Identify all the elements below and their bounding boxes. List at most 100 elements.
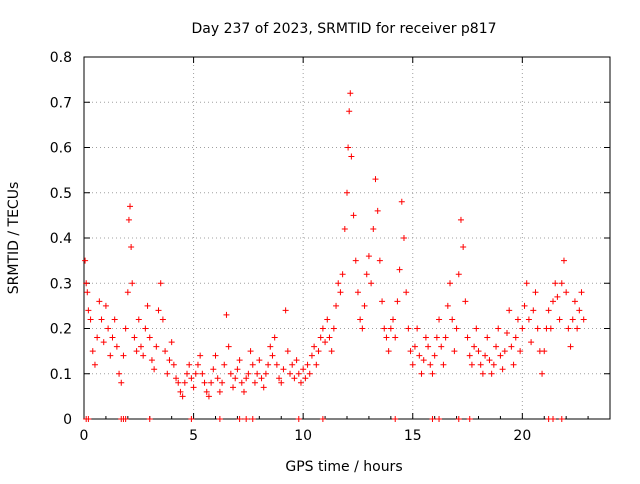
data-point <box>339 271 346 278</box>
data-point <box>83 280 90 287</box>
data-point <box>523 280 530 287</box>
chart-title: Day 237 of 2023, SRMTID for receiver p81… <box>191 21 496 37</box>
data-point <box>479 370 486 377</box>
x-tick-label: 15 <box>404 428 422 444</box>
data-point <box>416 352 423 359</box>
data-point <box>392 334 399 341</box>
data-point <box>341 225 348 232</box>
zero-data-point <box>550 416 557 422</box>
data-point <box>254 370 261 377</box>
data-point <box>131 334 138 341</box>
data-point <box>534 325 541 332</box>
ticks: 0 5 10 15 20 0 0.1 0.2 0.3 0.4 0.5 0.6 0.7 0.8 <box>50 50 610 444</box>
zero-data-point <box>249 416 256 422</box>
data-point <box>354 289 361 296</box>
data-point <box>313 361 320 368</box>
data-point <box>484 334 491 341</box>
data-point <box>473 325 480 332</box>
zero-data-point <box>122 416 129 422</box>
data-point <box>278 379 285 386</box>
data-point <box>539 370 546 377</box>
data-point <box>293 357 300 364</box>
data-point <box>96 298 103 305</box>
data-point <box>297 379 304 386</box>
data-point <box>503 330 510 337</box>
data-point <box>245 370 252 377</box>
zero-data-point <box>558 416 565 422</box>
zero-data-point <box>392 416 399 422</box>
zero-data-point <box>188 416 195 422</box>
data-point <box>175 379 182 386</box>
data-point <box>350 212 357 219</box>
data-point <box>258 375 265 382</box>
data-point <box>120 352 127 359</box>
data-point <box>558 280 565 287</box>
data-point <box>128 244 135 251</box>
data-point <box>94 334 101 341</box>
data-point <box>411 343 418 350</box>
data-point <box>105 325 112 332</box>
data-point <box>379 298 386 305</box>
data-point <box>100 339 107 346</box>
data-point <box>166 357 173 364</box>
data-point <box>337 289 344 296</box>
zero-data-point <box>216 416 223 422</box>
data-point <box>181 379 188 386</box>
data-point <box>173 375 180 382</box>
data-point <box>560 257 567 264</box>
data-point <box>499 366 506 373</box>
data-point <box>238 379 245 386</box>
data-point <box>436 316 443 323</box>
data-point <box>89 348 96 355</box>
data-point <box>87 316 94 323</box>
data-point <box>422 334 429 341</box>
data-point <box>427 361 434 368</box>
data-point <box>372 176 379 183</box>
data-point <box>394 298 401 305</box>
data-point <box>376 257 383 264</box>
data-point <box>289 361 296 368</box>
data-point <box>151 366 158 373</box>
data-point <box>159 316 166 323</box>
data-point <box>383 334 390 341</box>
data-point <box>550 298 557 305</box>
data-point <box>521 302 528 309</box>
data-point <box>205 393 212 400</box>
x-axis-label: GPS time / hours <box>285 459 402 475</box>
zero-data-point <box>236 416 243 422</box>
data-point <box>545 307 552 314</box>
data-points <box>82 90 587 422</box>
x-tick-label: 0 <box>80 428 89 444</box>
y-tick-label: 0.1 <box>50 367 72 383</box>
data-point <box>260 384 267 391</box>
data-point <box>146 334 153 341</box>
data-point <box>113 343 120 350</box>
data-point <box>232 375 239 382</box>
data-point <box>440 361 447 368</box>
data-point <box>287 370 294 377</box>
data-point <box>319 325 326 332</box>
data-point <box>188 375 195 382</box>
data-point <box>201 379 208 386</box>
y-tick-label: 0.7 <box>50 95 72 111</box>
data-point <box>506 307 513 314</box>
data-point <box>409 361 416 368</box>
data-point <box>468 361 475 368</box>
data-point <box>414 325 421 332</box>
data-point <box>192 370 199 377</box>
data-point <box>418 370 425 377</box>
data-point <box>348 153 355 160</box>
data-point <box>390 316 397 323</box>
data-point <box>330 325 337 332</box>
data-point <box>352 257 359 264</box>
data-point <box>144 302 151 309</box>
data-point <box>563 289 570 296</box>
data-point <box>398 198 405 205</box>
data-point <box>216 388 223 395</box>
data-point <box>335 280 342 287</box>
data-point <box>184 370 191 377</box>
data-point <box>501 348 508 355</box>
data-point <box>357 316 364 323</box>
data-point <box>282 307 289 314</box>
data-point <box>571 298 578 305</box>
